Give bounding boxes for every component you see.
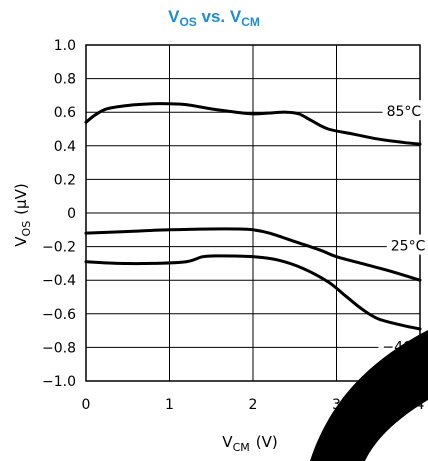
x-tick-label: 3 [332, 397, 341, 413]
x-axis-label: VCM (V) [222, 433, 277, 454]
watermark-stroke [310, 330, 428, 461]
x-tick-label: 0 [82, 397, 91, 413]
plot-frame [85, 44, 421, 382]
series-line [84, 227, 422, 282]
y-label-v: V [12, 236, 30, 247]
series-label-bg [386, 234, 428, 255]
series-label: 25°C [391, 239, 426, 255]
y-tick-label: 0.2 [54, 172, 76, 188]
chart-title: VOS vs. VCM [168, 7, 260, 29]
y-tick-label: 1.0 [54, 38, 76, 54]
series-label-bg [382, 100, 425, 121]
title-sub-os: OS [179, 15, 196, 29]
x-tick-label: 1 [165, 397, 174, 413]
series-lines [84, 102, 422, 331]
series-line [84, 254, 422, 331]
tick-labels: 1.0 0.8 0.6 0.4 0.2 0 −0.2 −0.4 −0.6 −0.8 −1.0 0 1 2 3… [42, 38, 425, 413]
x-label-sub: CM [233, 441, 250, 454]
x-tick-label: 4 [416, 397, 425, 413]
y-tick-label: −1.0 [42, 374, 76, 390]
y-axis-label: VOS (µV) [12, 183, 33, 246]
y-tick-label: 0.4 [54, 139, 76, 155]
series-line [84, 102, 422, 146]
x-label-unit: (V) [256, 433, 278, 451]
series-label: 85°C [387, 104, 422, 120]
y-tick-label: −0.6 [42, 307, 76, 323]
y-label-unit: (µV) [12, 183, 30, 215]
title-vs: vs. V [197, 7, 242, 26]
y-tick-label: −0.2 [42, 240, 76, 256]
y-tick-label: 0 [67, 206, 76, 222]
title-sub-cm: CM [241, 15, 260, 29]
x-tick-label: 2 [249, 397, 258, 413]
y-tick-label: −0.8 [42, 340, 76, 356]
y-tick-label: 0.8 [54, 72, 76, 88]
y-label-sub: OS [20, 221, 33, 237]
title-v1: V [168, 7, 180, 26]
grid [85, 44, 421, 382]
x-label-v: V [222, 433, 233, 451]
y-tick-label: −0.4 [42, 273, 76, 289]
y-tick-label: 0.6 [54, 105, 76, 121]
